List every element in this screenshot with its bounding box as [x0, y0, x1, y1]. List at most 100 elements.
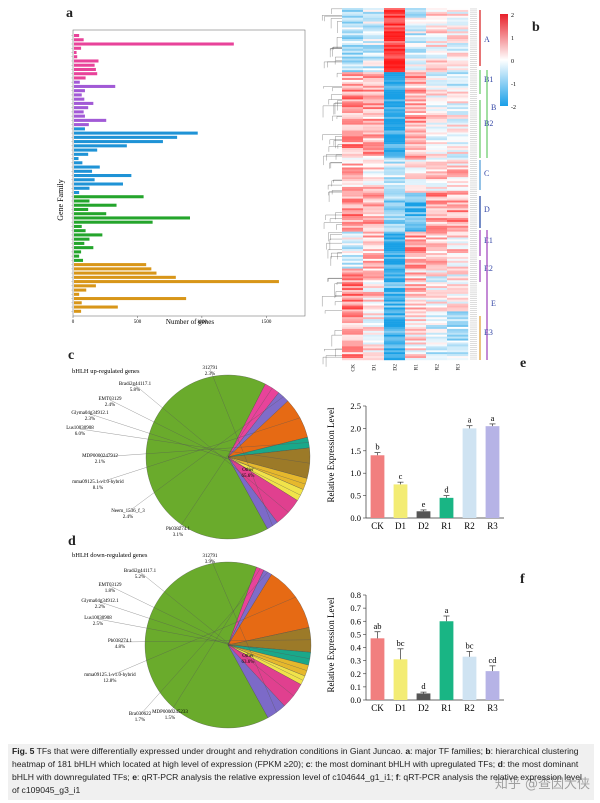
- heatmap-cell: [342, 356, 364, 359]
- heatmap-cell: [363, 338, 385, 341]
- heatmap-cell: [342, 313, 364, 316]
- heatmap-cell: [405, 74, 427, 77]
- heatmap-cell: [426, 48, 448, 51]
- significance-letter: c: [399, 471, 403, 481]
- heatmap-cell: [363, 241, 385, 244]
- heatmap-cell: [363, 247, 385, 250]
- heatmap-cell: [426, 44, 448, 48]
- heatmap-cell: [426, 66, 448, 69]
- heatmap-cell: [426, 231, 448, 234]
- heatmap-cell: [426, 286, 448, 289]
- heatmap-cell: [447, 253, 469, 256]
- cluster-label: B: [491, 103, 496, 112]
- heatmap-cell: [447, 340, 469, 343]
- panel-label-c: c: [68, 348, 75, 363]
- heatmap-cell: [405, 313, 427, 316]
- heatmap-cell: [384, 346, 406, 349]
- heatmap-cell: [426, 151, 448, 155]
- heatmap-cell: [384, 235, 406, 238]
- heatmap-cell: [384, 323, 406, 326]
- heatmap-cell: [447, 192, 469, 195]
- heatmap-cell: [384, 177, 406, 180]
- heatmap-cell: [384, 31, 406, 34]
- heatmap-cell: [447, 37, 469, 40]
- heatmap-cell: [363, 118, 385, 121]
- heatmap-cell: [426, 52, 448, 55]
- heatmap-cell: [384, 338, 406, 341]
- heatmap-cell: [384, 354, 406, 357]
- heatmap-cell: [363, 303, 385, 306]
- chart-e-qrtpcr: Relative Expression Level 0.0 0.5 1.0 1.5 2.…: [326, 401, 504, 531]
- heatmap-cell: [405, 68, 427, 71]
- heatmap-cell: [426, 284, 448, 287]
- heatmap-cell: [426, 289, 448, 293]
- heatmap-cell: [426, 78, 448, 81]
- heatmap-cell: [363, 272, 385, 275]
- heatmap-cell: [342, 157, 364, 160]
- heatmap-cell: [342, 11, 364, 15]
- heatmap-cell: [342, 23, 364, 26]
- heatmap-cell: [426, 99, 448, 102]
- heatmap-cell: [363, 50, 385, 53]
- heatmap-cell: [426, 95, 448, 98]
- heatmap-cell: [342, 323, 364, 326]
- chart-a-bar: [74, 301, 82, 305]
- heatmap-cell: [426, 274, 448, 277]
- heatmap-cell: [384, 140, 406, 143]
- caption-label-d: d: [497, 759, 503, 769]
- significance-letter: d: [421, 681, 426, 691]
- heatmap-cell: [447, 85, 469, 88]
- heatmap-cell: [405, 159, 427, 162]
- heatmap-cell: [405, 253, 427, 256]
- y-tick-label: 1.5: [350, 446, 361, 456]
- heatmap-cell: [426, 260, 448, 263]
- heatmap-cell: [384, 247, 406, 250]
- heatmap-cell: [384, 93, 406, 96]
- heatmap-cell: [447, 54, 469, 57]
- pie-slice-pct: 65.6%: [242, 474, 255, 479]
- heatmap-cell: [384, 169, 406, 172]
- heatmap-cell: [342, 208, 364, 211]
- x-tick-label: R3: [487, 703, 498, 713]
- heatmap-cell: [384, 358, 406, 361]
- heatmap-cell: [384, 280, 406, 283]
- heatmap-cell: [363, 157, 385, 160]
- heatmap-cell: [426, 153, 448, 157]
- cluster-label: D: [484, 205, 490, 214]
- heatmap-cell: [405, 8, 427, 11]
- heatmap-cell: [405, 151, 427, 155]
- heatmap-cell: [405, 344, 427, 347]
- heatmap-cell: [426, 136, 448, 139]
- heatmap-cell: [405, 190, 427, 193]
- chart-a-bar: [74, 169, 93, 173]
- heatmap-cell: [447, 161, 469, 164]
- heatmap-cell: [405, 25, 427, 28]
- heatmap-cell: [363, 58, 385, 61]
- heatmap-cell: [384, 270, 406, 273]
- heatmap-cell: [342, 44, 364, 48]
- heatmap-cell: [405, 192, 427, 195]
- pie-slice-label: Lus10030908: [66, 426, 94, 431]
- pie-leader-line: [177, 387, 273, 531]
- heatmap-cell: [384, 19, 406, 22]
- heatmap-cell: [426, 103, 448, 106]
- heatmap-cell: [342, 206, 364, 209]
- heatmap-cell: [363, 23, 385, 26]
- heatmap-cell: [363, 276, 385, 279]
- heatmap-cell: [384, 91, 406, 94]
- heatmap-cell: [447, 175, 469, 178]
- heatmap-cell: [447, 153, 469, 157]
- pie-slice-label: Glyma04g34912.1: [71, 411, 109, 416]
- heatmap-cell: [384, 15, 406, 18]
- heatmap-cell: [342, 43, 364, 46]
- chart-a-bar: [74, 275, 176, 279]
- heatmap-cell: [342, 190, 364, 193]
- pie-leader-line: [134, 384, 289, 513]
- heatmap-cell: [405, 35, 427, 38]
- heatmap-cell: [363, 103, 385, 106]
- heatmap-cell: [342, 276, 364, 279]
- heatmap-cell: [405, 307, 427, 310]
- heatmap-cell: [426, 323, 448, 326]
- colorbar: [500, 14, 508, 106]
- heatmap-cell: [426, 225, 448, 228]
